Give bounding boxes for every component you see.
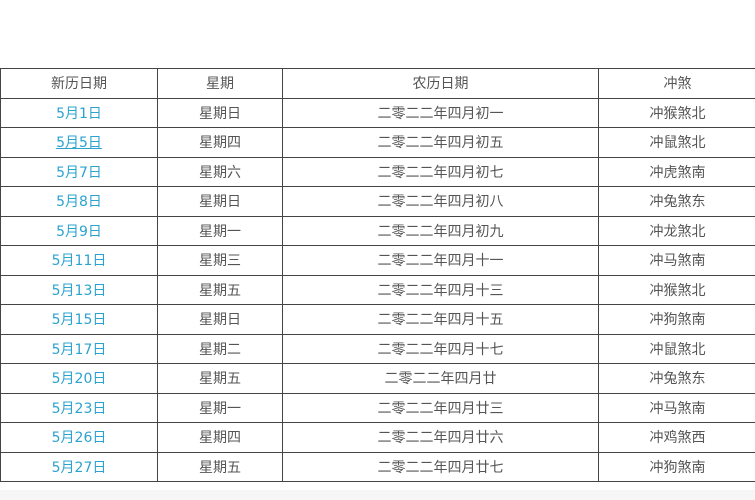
lunar-date-cell: 二零二二年四月廿六 bbox=[282, 422, 599, 453]
calendar-table: 新历日期 星期 农历日期 冲煞 5月1日 星期日 二零二二年四月初一 冲猴煞北 5月5日… bbox=[0, 68, 755, 482]
chongsha-cell: 冲兔煞东 bbox=[598, 363, 755, 394]
table-row: 5月5日 星期四 二零二二年四月初五 冲鼠煞北 bbox=[0, 127, 755, 158]
weekday-cell: 星期一 bbox=[157, 392, 283, 423]
chongsha-cell: 冲猴煞北 bbox=[598, 274, 755, 305]
solar-date-link[interactable]: 5月11日 bbox=[0, 245, 158, 276]
table-row: 5月23日 星期一 二零二二年四月廿三 冲马煞南 bbox=[0, 392, 755, 423]
weekday-cell: 星期四 bbox=[157, 422, 283, 453]
solar-date-link[interactable]: 5月1日 bbox=[0, 97, 158, 128]
lunar-date-cell: 二零二二年四月廿三 bbox=[282, 392, 599, 423]
weekday-cell: 星期三 bbox=[157, 245, 283, 276]
chongsha-cell: 冲狗煞南 bbox=[598, 304, 755, 335]
lunar-date-cell: 二零二二年四月初八 bbox=[282, 186, 599, 217]
table-row: 5月27日 星期五 二零二二年四月廿七 冲狗煞南 bbox=[0, 451, 755, 482]
table-row: 5月13日 星期五 二零二二年四月十三 冲猴煞北 bbox=[0, 274, 755, 305]
lunar-date-cell: 二零二二年四月十七 bbox=[282, 333, 599, 364]
table-row: 5月9日 星期一 二零二二年四月初九 冲龙煞北 bbox=[0, 215, 755, 246]
solar-date-link[interactable]: 5月23日 bbox=[0, 392, 158, 423]
weekday-cell: 星期五 bbox=[157, 363, 283, 394]
table-row: 5月26日 星期四 二零二二年四月廿六 冲鸡煞西 bbox=[0, 422, 755, 453]
table-row: 5月8日 星期日 二零二二年四月初八 冲兔煞东 bbox=[0, 186, 755, 217]
chongsha-cell: 冲猴煞北 bbox=[598, 97, 755, 128]
table-row: 5月20日 星期五 二零二二年四月廿 冲兔煞东 bbox=[0, 363, 755, 394]
lunar-date-cell: 二零二二年四月廿七 bbox=[282, 451, 599, 482]
weekday-cell: 星期一 bbox=[157, 215, 283, 246]
lunar-date-cell: 二零二二年四月初九 bbox=[282, 215, 599, 246]
chongsha-cell: 冲兔煞东 bbox=[598, 186, 755, 217]
solar-date-link[interactable]: 5月5日 bbox=[0, 127, 158, 158]
chongsha-cell: 冲鸡煞西 bbox=[598, 422, 755, 453]
table-row: 5月7日 星期六 二零二二年四月初七 冲虎煞南 bbox=[0, 156, 755, 187]
table-row: 5月1日 星期日 二零二二年四月初一 冲猴煞北 bbox=[0, 97, 755, 128]
chongsha-cell: 冲马煞南 bbox=[598, 245, 755, 276]
solar-date-link[interactable]: 5月20日 bbox=[0, 363, 158, 394]
solar-date-link[interactable]: 5月15日 bbox=[0, 304, 158, 335]
chongsha-cell: 冲鼠煞北 bbox=[598, 127, 755, 158]
lunar-date-cell: 二零二二年四月十三 bbox=[282, 274, 599, 305]
header-weekday: 星期 bbox=[157, 68, 283, 99]
chongsha-cell: 冲虎煞南 bbox=[598, 156, 755, 187]
lunar-date-cell: 二零二二年四月十一 bbox=[282, 245, 599, 276]
chongsha-cell: 冲狗煞南 bbox=[598, 451, 755, 482]
header-solar-date: 新历日期 bbox=[0, 68, 158, 99]
table-row: 5月11日 星期三 二零二二年四月十一 冲马煞南 bbox=[0, 245, 755, 276]
table-row: 5月17日 星期二 二零二二年四月十七 冲鼠煞北 bbox=[0, 333, 755, 364]
lunar-date-cell: 二零二二年四月初五 bbox=[282, 127, 599, 158]
weekday-cell: 星期日 bbox=[157, 304, 283, 335]
header-lunar-date: 农历日期 bbox=[282, 68, 599, 99]
weekday-cell: 星期六 bbox=[157, 156, 283, 187]
table-row: 5月15日 星期日 二零二二年四月十五 冲狗煞南 bbox=[0, 304, 755, 335]
solar-date-link[interactable]: 5月27日 bbox=[0, 451, 158, 482]
lunar-date-cell: 二零二二年四月十五 bbox=[282, 304, 599, 335]
weekday-cell: 星期日 bbox=[157, 97, 283, 128]
solar-date-link[interactable]: 5月13日 bbox=[0, 274, 158, 305]
chongsha-cell: 冲龙煞北 bbox=[598, 215, 755, 246]
chongsha-cell: 冲马煞南 bbox=[598, 392, 755, 423]
header-row: 新历日期 星期 农历日期 冲煞 bbox=[0, 68, 755, 99]
weekday-cell: 星期日 bbox=[157, 186, 283, 217]
header-chongsha: 冲煞 bbox=[598, 68, 755, 99]
page-bottom bbox=[0, 490, 755, 500]
lunar-date-cell: 二零二二年四月初一 bbox=[282, 97, 599, 128]
solar-date-link[interactable]: 5月26日 bbox=[0, 422, 158, 453]
solar-date-link[interactable]: 5月7日 bbox=[0, 156, 158, 187]
lunar-date-cell: 二零二二年四月初七 bbox=[282, 156, 599, 187]
solar-date-link[interactable]: 5月8日 bbox=[0, 186, 158, 217]
weekday-cell: 星期五 bbox=[157, 451, 283, 482]
solar-date-link[interactable]: 5月17日 bbox=[0, 333, 158, 364]
chongsha-cell: 冲鼠煞北 bbox=[598, 333, 755, 364]
solar-date-link[interactable]: 5月9日 bbox=[0, 215, 158, 246]
weekday-cell: 星期二 bbox=[157, 333, 283, 364]
lunar-date-cell: 二零二二年四月廿 bbox=[282, 363, 599, 394]
weekday-cell: 星期四 bbox=[157, 127, 283, 158]
weekday-cell: 星期五 bbox=[157, 274, 283, 305]
